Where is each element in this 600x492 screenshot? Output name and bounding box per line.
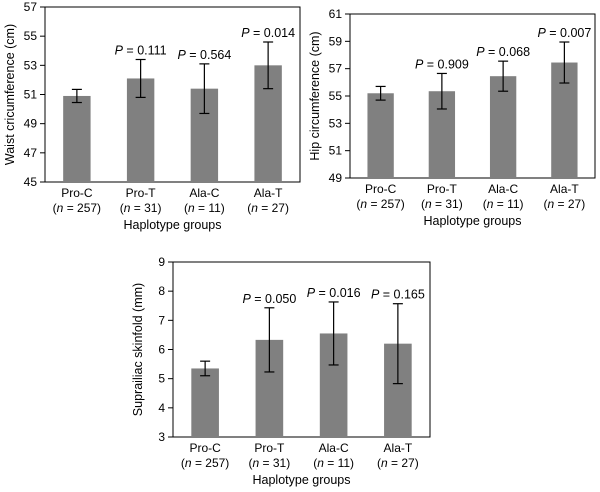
y-tick-label: 61 — [329, 7, 343, 21]
x-tick-n-label: (n = 27) — [544, 197, 586, 211]
x-tick-n-label: (n = 257) — [181, 456, 229, 470]
x-tick-n-label: (n = 27) — [247, 201, 289, 215]
x-tick-label: Pro-T — [126, 186, 157, 200]
x-tick-n-label: (n = 11) — [313, 456, 354, 470]
y-tick-label: 45 — [24, 175, 38, 189]
x-tick-n-label: (n = 31) — [120, 201, 162, 215]
x-tick-n-label: (n = 31) — [421, 197, 463, 211]
y-tick-label: 55 — [329, 89, 343, 103]
y-tick-label: 4 — [158, 401, 165, 415]
bar — [489, 76, 517, 178]
x-tick-label: Pro-C — [189, 441, 221, 455]
y-tick-label: 53 — [329, 116, 343, 130]
bar — [367, 93, 394, 178]
p-value-label: P = 0.016 — [307, 286, 361, 300]
p-value-label: P = 0.014 — [241, 26, 295, 40]
y-tick-label: 9 — [158, 255, 165, 269]
y-tick-label: 7 — [158, 313, 165, 327]
x-tick-n-label: (n = 257) — [53, 201, 101, 215]
y-tick-label: 53 — [24, 58, 38, 72]
x-tick-label: Ala-C — [488, 182, 518, 196]
y-axis-label: Waist cricumference (cm) — [3, 24, 17, 165]
y-tick-label: 49 — [329, 171, 343, 185]
x-tick-n-label: (n = 11) — [184, 201, 225, 215]
x-tick-n-label: (n = 11) — [483, 197, 524, 211]
y-tick-label: 6 — [158, 343, 165, 357]
y-axis-label: Hip circumference (cm) — [308, 31, 322, 160]
chart-waist: 45 47 49 51 53 55 57 Waist cricumference (cm) Pr… — [3, 0, 301, 232]
bar — [63, 95, 91, 182]
y-tick-label: 49 — [24, 117, 38, 131]
x-tick-label: Ala-T — [550, 182, 579, 196]
x-tick-label: Pro-C — [365, 182, 397, 196]
y-axis-label: Suprailiac skinfold (mm) — [131, 283, 145, 416]
p-value-label: P = 0.909 — [415, 57, 469, 71]
x-tick-n-label: (n = 27) — [377, 456, 419, 470]
p-value-label: P = 0.050 — [242, 292, 296, 306]
y-tick-label: 3 — [158, 430, 165, 444]
x-tick-label: Ala-T — [384, 441, 413, 455]
p-value-label: P = 0.564 — [177, 48, 231, 62]
x-tick-label: Pro-T — [254, 441, 285, 455]
x-tick-label: Pro-T — [427, 182, 458, 196]
p-value-label: P = 0.165 — [371, 288, 425, 302]
p-value-label: P = 0.007 — [537, 26, 591, 40]
p-value-label: P = 0.111 — [115, 44, 167, 58]
y-tick-label: 55 — [24, 29, 38, 43]
y-tick-label: 51 — [329, 144, 343, 158]
x-axis-label: Haplotype groups — [253, 473, 351, 487]
x-tick-label: Pro-C — [61, 186, 93, 200]
x-tick-label: Ala-C — [319, 441, 349, 455]
x-tick-n-label: (n = 257) — [356, 197, 404, 211]
chart-hip: 49 51 53 55 57 59 61 Hip circumference (cm) Pro-… — [308, 7, 596, 228]
p-value-label: P = 0.068 — [476, 45, 530, 59]
bar — [191, 368, 219, 437]
y-tick-label: 57 — [24, 0, 38, 14]
y-tick-label: 5 — [158, 372, 165, 386]
x-axis-label: Haplotype groups — [424, 214, 522, 228]
x-tick-label: Ala-C — [189, 186, 219, 200]
x-axis-label: Haplotype groups — [124, 218, 222, 232]
y-tick-label: 51 — [24, 88, 38, 102]
y-tick-label: 59 — [329, 34, 343, 48]
y-tick-label: 47 — [24, 146, 38, 160]
y-tick-label: 8 — [158, 284, 165, 298]
x-tick-label: Ala-T — [254, 186, 283, 200]
y-tick-label: 57 — [329, 62, 343, 76]
x-tick-n-label: (n = 31) — [249, 456, 291, 470]
